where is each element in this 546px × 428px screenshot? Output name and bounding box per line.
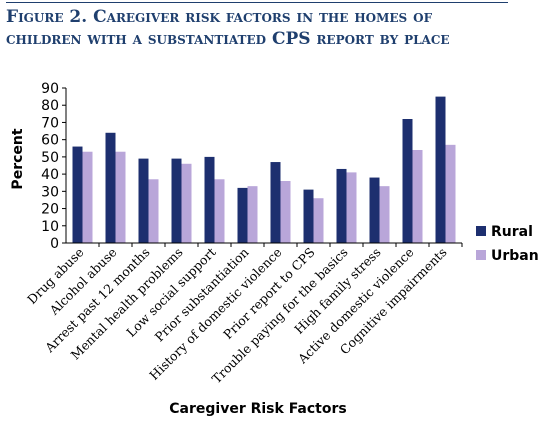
y-tick-label: 0 — [50, 236, 59, 252]
bar-rural — [171, 158, 182, 243]
bar-urban — [247, 186, 258, 243]
y-tick-label: 20 — [41, 202, 59, 218]
bar-rural — [72, 146, 83, 243]
y-tick-label: 80 — [41, 98, 59, 114]
bar-rural — [105, 132, 116, 243]
bar-rural — [237, 187, 248, 243]
y-tick-label: 60 — [41, 133, 59, 149]
figure-title-line-2: children with a substantiated CPS report… — [6, 29, 450, 49]
bar-rural — [303, 189, 314, 243]
bar-urban — [412, 150, 423, 243]
bar-urban — [181, 163, 192, 243]
bar-urban — [214, 179, 225, 243]
bar-urban — [148, 179, 159, 243]
bar-urban — [313, 198, 324, 243]
bar-rural — [138, 158, 149, 243]
bar-urban — [115, 151, 126, 243]
legend-label-urban: Urban — [491, 248, 539, 264]
legend: Rural Urban — [476, 224, 539, 264]
y-tick-label: 10 — [41, 219, 59, 235]
legend-swatch-rural — [476, 226, 486, 236]
y-tick-label: 90 — [41, 81, 59, 97]
x-axis-title: Caregiver Risk Factors — [169, 401, 346, 417]
y-axis-title: Percent — [10, 128, 26, 189]
bar-rural — [204, 156, 215, 243]
bar-urban — [280, 181, 291, 243]
bar-rural — [402, 119, 413, 243]
legend-swatch-urban — [476, 250, 486, 260]
figure-title: Figure 2. Caregiver risk factors in the … — [6, 6, 526, 50]
bar-rural — [336, 168, 347, 243]
bar-rural — [270, 162, 281, 243]
title-rule — [6, 2, 508, 3]
y-tick-label: 50 — [41, 150, 59, 166]
bar-rural — [435, 96, 446, 243]
bar-rural — [369, 177, 380, 243]
bar-urban — [445, 144, 456, 243]
legend-label-rural: Rural — [491, 224, 533, 240]
figure-title-line-1: Figure 2. Caregiver risk factors in the … — [6, 7, 433, 27]
bars — [72, 96, 456, 243]
y-tick-label: 30 — [41, 184, 59, 200]
bar-urban — [346, 172, 357, 243]
bar-urban — [82, 151, 93, 243]
bar-urban — [379, 186, 390, 243]
y-tick-label: 70 — [41, 115, 59, 131]
y-tick-label: 40 — [41, 167, 59, 183]
